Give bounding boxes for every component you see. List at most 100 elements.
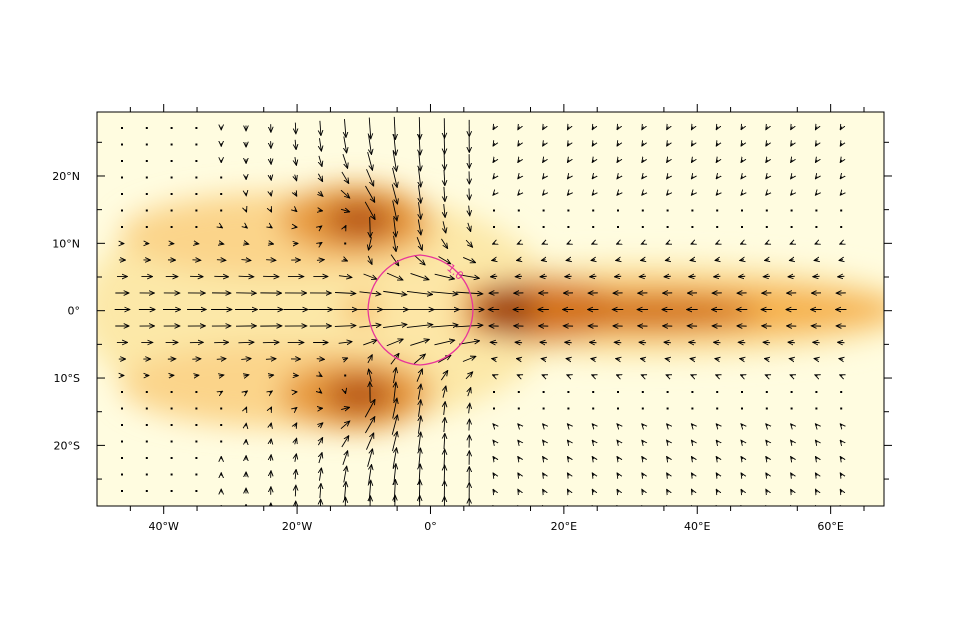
wind-vector (518, 160, 520, 162)
wind-vector (195, 209, 198, 212)
wind-vector (642, 143, 644, 145)
wind-vector (459, 341, 479, 345)
wind-vector (414, 254, 424, 264)
wind-vector (338, 276, 352, 278)
wind-vector (791, 490, 793, 493)
wind-vector (740, 359, 744, 360)
wind-vector (666, 407, 669, 410)
wind-vector (692, 473, 694, 475)
wind-vector (344, 242, 347, 245)
wind-vector (840, 473, 842, 475)
wind-vector (493, 226, 495, 228)
wind-vector (815, 407, 818, 410)
wind-vector (386, 339, 403, 347)
wind-vector (518, 193, 520, 195)
wind-vector (393, 368, 396, 384)
wind-vector (434, 340, 454, 346)
wind-vector (791, 127, 793, 130)
wind-vector (493, 143, 495, 145)
wind-vector (295, 408, 297, 410)
wind-vector (815, 243, 817, 244)
wind-vector (493, 490, 495, 493)
wind-vector (363, 273, 377, 279)
wind-vector (739, 276, 746, 277)
wind-vector (666, 226, 669, 228)
wind-vector (418, 384, 421, 400)
wind-vector (320, 500, 321, 506)
wind-vector (592, 177, 594, 179)
wind-vector (395, 496, 396, 506)
wind-vector (840, 193, 842, 195)
wind-vector (121, 424, 123, 426)
wind-vector (766, 441, 768, 443)
wind-vector (419, 151, 421, 171)
wind-vector (765, 407, 768, 410)
wind-vector (692, 457, 694, 459)
wind-vector (366, 433, 373, 450)
wind-vector (741, 457, 743, 459)
wind-vector (370, 217, 371, 237)
wind-vector (667, 160, 669, 162)
wind-vector (418, 185, 420, 203)
wind-vector (391, 184, 397, 203)
wind-vector (592, 490, 594, 493)
wind-vector (220, 440, 223, 443)
wind-vector (814, 359, 818, 360)
wind-vector (517, 407, 520, 410)
wind-vector (692, 193, 694, 195)
wind-vector (617, 226, 619, 228)
wind-vector (788, 276, 795, 277)
wind-vector (568, 457, 570, 459)
wind-vector (392, 167, 398, 187)
wind-vector (335, 293, 355, 294)
wind-vector (170, 143, 173, 146)
wind-vector (764, 276, 770, 277)
wind-vector (766, 243, 768, 244)
wind-vector (238, 342, 253, 343)
wind-vector (838, 276, 845, 277)
wind-vector (568, 160, 570, 162)
wind-vector (518, 177, 520, 179)
wind-vector (590, 276, 597, 277)
wind-vector (816, 473, 818, 475)
wind-vector (617, 209, 619, 212)
wind-vector (617, 177, 619, 179)
wind-vector (406, 291, 432, 294)
wind-vector (406, 325, 432, 328)
wind-vector (692, 441, 694, 443)
wind-vector (691, 407, 694, 410)
wind-vector (816, 177, 818, 179)
wind-vector (642, 441, 644, 443)
wind-vector (592, 143, 594, 145)
wind-vector (170, 424, 173, 426)
wind-vector (438, 256, 451, 263)
wind-vector (667, 473, 669, 475)
wind-vector (493, 441, 495, 443)
wind-vector (195, 143, 198, 146)
wind-vector (642, 243, 644, 244)
wind-vector (741, 193, 743, 195)
wind-vector (431, 292, 457, 294)
wind-vector (543, 177, 545, 179)
wind-vector (765, 260, 769, 261)
wind-vector (444, 402, 445, 415)
wind-vector (543, 490, 545, 493)
wind-vector (715, 260, 719, 261)
wind-vector (444, 169, 445, 185)
wind-vector (840, 127, 842, 130)
wind-vector (319, 391, 321, 393)
wind-vector (195, 473, 198, 476)
wind-vector (543, 160, 545, 162)
wind-vector (791, 177, 793, 179)
x-tick-label: 40°W (149, 520, 179, 533)
wind-vector (319, 375, 322, 377)
wind-vector (367, 152, 373, 170)
wind-vector (567, 375, 569, 376)
wind-vector (840, 143, 842, 145)
wind-vector (170, 127, 173, 129)
wind-vector (692, 127, 694, 130)
wind-vector (642, 160, 644, 162)
wind-vector (716, 243, 718, 244)
wind-vector (341, 171, 349, 183)
wind-vector (343, 259, 347, 261)
